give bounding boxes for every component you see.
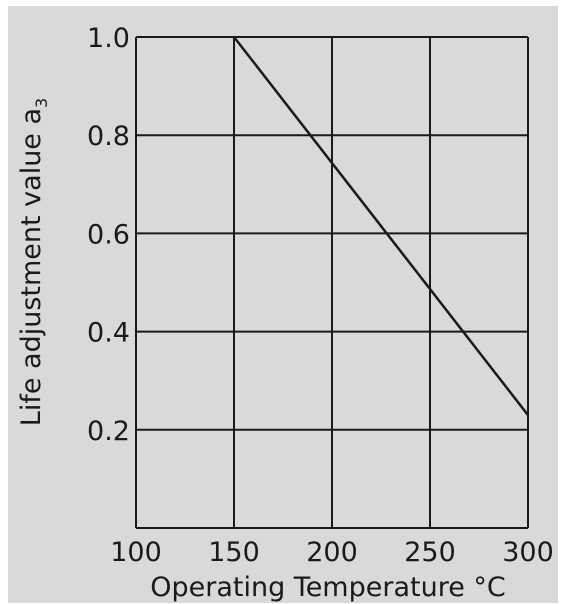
x-tick-label-2: 200	[306, 537, 358, 568]
y-tick-labels: 1.0 0.8 0.6 0.4 0.2	[87, 23, 130, 447]
y-tick-label-0: 1.0	[87, 23, 130, 54]
y-axis-title: Life adjustment value a3	[16, 98, 51, 426]
chart-svg: 100 150 200 250 300 1.0 0.8 0.6 0.4 0.2 Operatin…	[8, 6, 558, 603]
x-axis-title: Operating Temperature °C	[150, 572, 506, 603]
y-tick-label-2: 0.6	[87, 219, 130, 250]
y-tick-label-3: 0.4	[87, 318, 130, 349]
grid	[135, 36, 529, 529]
x-tick-label-3: 250	[404, 537, 456, 568]
data-series	[233, 36, 529, 416]
series-line-0	[233, 36, 529, 416]
chart-container: 100 150 200 250 300 1.0 0.8 0.6 0.4 0.2 Operatin…	[8, 6, 558, 603]
x-tick-label-1: 150	[208, 537, 260, 568]
y-tick-label-4: 0.2	[87, 416, 130, 447]
chart-background	[8, 6, 558, 603]
x-tick-label-0: 100	[110, 537, 162, 568]
x-tick-labels: 100 150 200 250 300	[110, 537, 554, 568]
x-tick-label-4: 300	[502, 537, 554, 568]
y-axis-title-text: Life adjustment value a	[16, 108, 47, 426]
y-tick-label-1: 0.8	[87, 121, 130, 152]
y-axis-title-subscript: 3	[32, 98, 51, 108]
